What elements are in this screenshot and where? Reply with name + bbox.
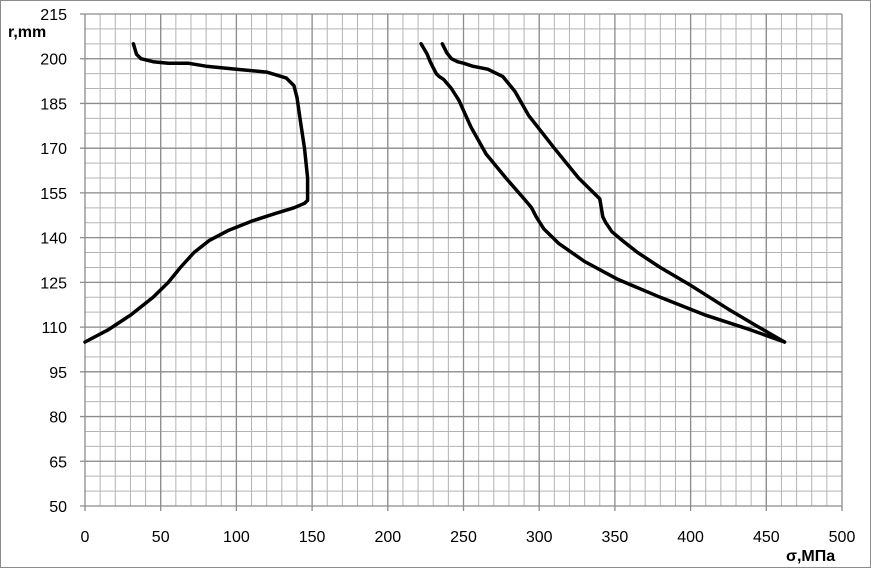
series-layer bbox=[83, 42, 787, 344]
y-tick-label: 65 bbox=[49, 454, 67, 471]
y-tick-label: 110 bbox=[41, 320, 67, 337]
x-tick-label: 200 bbox=[374, 529, 401, 546]
x-tick-label: 0 bbox=[81, 529, 90, 546]
series-line-3 bbox=[440, 42, 787, 344]
y-tick-label: 140 bbox=[40, 231, 67, 248]
x-tick-label: 450 bbox=[753, 529, 780, 546]
y-axis-title: r,mm bbox=[8, 24, 46, 41]
y-tick-label: 200 bbox=[40, 52, 67, 69]
series-line-2 bbox=[419, 42, 787, 344]
y-tick-label: 50 bbox=[49, 499, 67, 516]
x-tick-label: 50 bbox=[152, 529, 170, 546]
x-tick-label: 400 bbox=[677, 529, 704, 546]
y-tick-label: 125 bbox=[40, 275, 67, 292]
y-tick-label: 185 bbox=[40, 96, 67, 113]
x-tick-label: 500 bbox=[829, 529, 856, 546]
y-tick-label: 155 bbox=[40, 186, 67, 203]
x-tick-label: 300 bbox=[526, 529, 553, 546]
x-tick-label: 350 bbox=[602, 529, 629, 546]
y-tick-label: 80 bbox=[49, 410, 67, 427]
y-tick-labels: 215 200 185 170 155 140 125 110 95 80 65 50 bbox=[40, 7, 67, 516]
series-line-1 bbox=[83, 42, 310, 344]
x-axis-title: σ,МПа bbox=[786, 548, 835, 565]
x-tick-label: 150 bbox=[299, 529, 326, 546]
y-tick-label: 170 bbox=[40, 141, 67, 158]
y-tick-label: 95 bbox=[49, 365, 67, 382]
x-tick-label: 250 bbox=[450, 529, 477, 546]
x-tick-label: 100 bbox=[223, 529, 250, 546]
y-tick-label: 215 bbox=[40, 7, 67, 24]
x-tick-labels: 0 50 100 150 200 250 300 350 400 450 500 bbox=[81, 529, 856, 546]
